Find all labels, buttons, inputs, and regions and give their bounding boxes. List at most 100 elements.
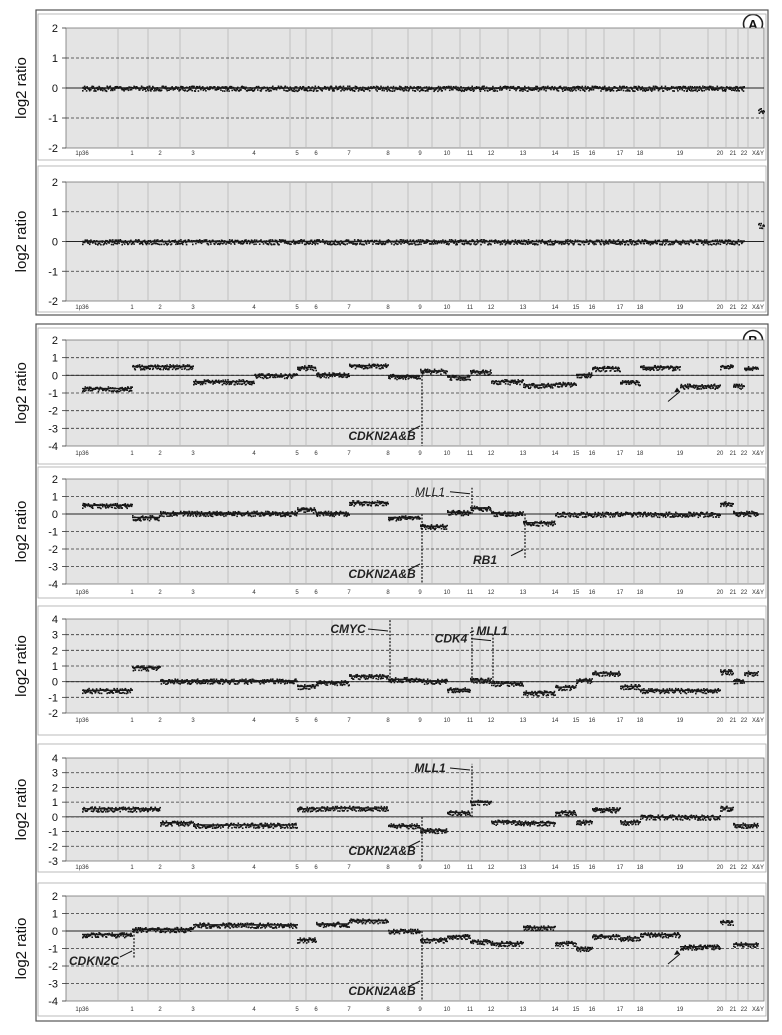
data-point [441, 90, 443, 92]
y-tick-label: 1 [52, 661, 58, 673]
data-point [347, 86, 349, 88]
data-point [349, 86, 351, 88]
data-point [240, 89, 242, 91]
data-point [537, 86, 539, 88]
data-point [685, 86, 687, 88]
chromosome-label: 18 [637, 305, 644, 311]
data-point [483, 86, 485, 88]
data-point [413, 239, 415, 241]
data-point [718, 516, 720, 518]
data-point [736, 90, 738, 92]
data-point [471, 86, 473, 88]
data-point [231, 90, 233, 92]
data-point [314, 507, 316, 509]
data-point [307, 90, 309, 92]
data-point [565, 516, 567, 518]
data-point [213, 678, 215, 680]
data-point [653, 516, 655, 518]
data-point [612, 516, 614, 518]
data-point [734, 244, 736, 246]
data-point [254, 239, 256, 241]
data-point [245, 678, 247, 680]
data-point [724, 242, 726, 244]
data-point [760, 108, 762, 110]
annotation-label: RB1 [473, 553, 497, 567]
data-point [603, 369, 605, 371]
data-point [148, 90, 150, 92]
data-point [525, 244, 527, 246]
data-point [509, 89, 511, 91]
data-point [519, 384, 521, 386]
y-tick-label: 3 [52, 630, 58, 642]
data-point [720, 244, 722, 246]
data-point [673, 90, 675, 92]
data-point [113, 244, 115, 246]
data-point [653, 86, 655, 88]
y-tick-label: -4 [48, 579, 58, 591]
data-point [239, 383, 241, 385]
data-point [547, 244, 549, 246]
data-point [690, 90, 692, 92]
data-point [325, 377, 327, 379]
data-point [410, 239, 412, 241]
data-point [184, 367, 186, 369]
data-point [435, 527, 437, 529]
data-point [311, 243, 313, 245]
data-point [141, 670, 143, 672]
data-point [180, 239, 182, 241]
data-point [691, 89, 693, 91]
data-point [403, 90, 405, 92]
data-point [241, 679, 243, 681]
chromosome-label: 15 [573, 305, 580, 311]
data-point [98, 89, 100, 91]
data-point [725, 90, 727, 92]
y-axis-label: log2 ratio [13, 211, 30, 273]
chromosome-label: 14 [552, 151, 559, 157]
data-point [699, 515, 701, 517]
data-point [174, 682, 176, 684]
data-point [272, 86, 274, 88]
data-point [386, 505, 388, 507]
data-point [533, 524, 535, 526]
data-point [444, 528, 446, 530]
data-point [116, 503, 118, 505]
chromosome-label: 11 [467, 151, 474, 157]
data-point [542, 239, 544, 241]
data-point [427, 90, 429, 92]
data-point [333, 90, 335, 92]
data-point [446, 528, 448, 530]
data-point [260, 515, 262, 517]
data-point [321, 90, 323, 92]
data-point [760, 225, 762, 227]
data-point [166, 364, 168, 366]
data-point [234, 384, 236, 386]
data-point [530, 386, 532, 388]
data-point [116, 688, 118, 690]
data-point [108, 386, 110, 388]
data-point [111, 507, 113, 509]
data-point [585, 86, 587, 88]
data-point [661, 86, 663, 88]
data-point [220, 515, 222, 517]
data-point [502, 243, 504, 245]
data-point [260, 683, 262, 685]
data-point [124, 243, 126, 245]
data-point [151, 89, 153, 91]
data-point [525, 89, 527, 91]
data-point [706, 387, 708, 389]
data-point [747, 514, 749, 516]
data-point [345, 514, 347, 516]
data-point [496, 514, 498, 516]
data-point [112, 239, 114, 241]
data-point [687, 384, 689, 386]
data-point [153, 668, 155, 670]
chromosome-label: 10 [444, 718, 451, 724]
data-point [550, 239, 552, 241]
data-point [197, 678, 199, 680]
data-point [119, 507, 121, 509]
data-point [139, 364, 141, 366]
data-point [598, 515, 600, 517]
data-point [583, 244, 585, 246]
